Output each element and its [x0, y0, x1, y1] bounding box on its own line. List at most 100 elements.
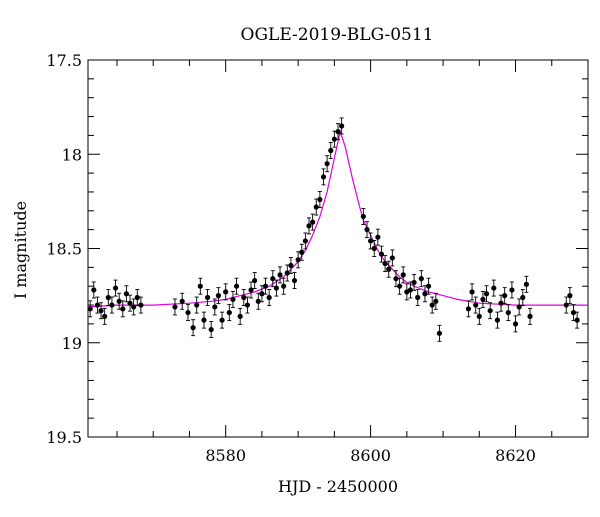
- data-point: [91, 287, 97, 293]
- data-point: [310, 219, 316, 225]
- data-point: [360, 213, 366, 220]
- major-ticks: [88, 59, 588, 438]
- data-point: [407, 287, 414, 293]
- data-point: [201, 317, 207, 323]
- data-point: [226, 309, 232, 316]
- data-point: [306, 223, 312, 229]
- data-point: [371, 245, 377, 252]
- data-point: [299, 249, 305, 255]
- data-point: [433, 298, 439, 304]
- data-point: [208, 326, 214, 333]
- data-point: [109, 302, 115, 308]
- data-point: [270, 276, 276, 282]
- data-point: [480, 296, 486, 302]
- data-point: [320, 174, 327, 180]
- data-point: [396, 283, 403, 289]
- x-axis-label: HJD - 2450000: [278, 477, 398, 496]
- data-point: [502, 293, 508, 299]
- data-point: [512, 321, 519, 327]
- y-tick-label: 18: [62, 145, 82, 164]
- y-tick-label: 19: [62, 334, 82, 353]
- data-point: [223, 289, 229, 295]
- data-point: [102, 313, 108, 319]
- data-point: [262, 283, 269, 289]
- data-point: [516, 304, 522, 310]
- data-point: [393, 276, 399, 282]
- data-point: [317, 196, 323, 203]
- data-point: [324, 161, 330, 167]
- chart-title: OGLE-2019-BLG-0511: [241, 25, 434, 45]
- data-point: [368, 238, 374, 244]
- data-point: [422, 291, 428, 297]
- data-point: [123, 291, 130, 297]
- data-point: [230, 296, 236, 302]
- plot-frame: [87, 59, 589, 438]
- data-point: [120, 306, 126, 312]
- data-point: [465, 306, 472, 312]
- data-point: [483, 291, 490, 297]
- data-point: [436, 330, 443, 336]
- data-point: [476, 313, 482, 319]
- data-point: [288, 262, 294, 269]
- data-point: [418, 276, 424, 282]
- data-point: [389, 255, 395, 261]
- data-point: [281, 283, 287, 289]
- data-point: [411, 279, 417, 286]
- data-point: [277, 272, 283, 278]
- data-point: [98, 308, 104, 314]
- data-point: [259, 291, 265, 297]
- data-point: [105, 294, 111, 301]
- data-point: [364, 227, 370, 233]
- data-point: [273, 285, 280, 291]
- data-point: [425, 283, 432, 289]
- data-point: [473, 302, 479, 308]
- data-point: [284, 270, 290, 276]
- data-point: [94, 302, 101, 308]
- data-point: [127, 300, 133, 306]
- data-point: [498, 300, 504, 306]
- data-point: [570, 309, 577, 316]
- data-point: [219, 317, 225, 323]
- data-point: [335, 129, 341, 135]
- data-point: [197, 283, 203, 289]
- data-point: [179, 298, 185, 304]
- data-layer: [87, 117, 580, 342]
- data-point: [134, 294, 140, 301]
- minor-ticks: [88, 60, 589, 437]
- data-point: [563, 302, 569, 308]
- data-point: [505, 309, 511, 316]
- data-point: [266, 294, 272, 301]
- data-point: [244, 302, 251, 308]
- data-point: [241, 294, 247, 301]
- tick-labels: 17.5 18 18.5 19 19.5 8580 8600 8620: [46, 51, 536, 465]
- model-layer: [87, 129, 588, 308]
- data-point: [138, 302, 144, 308]
- data-point: [295, 257, 301, 263]
- data-point: [520, 294, 526, 301]
- data-point: [469, 289, 475, 295]
- data-point: [252, 277, 258, 284]
- data-point: [378, 251, 385, 257]
- data-point: [487, 308, 493, 314]
- data-point: [375, 234, 381, 240]
- x-tick-label: 8620: [495, 446, 536, 465]
- data-point: [400, 272, 406, 278]
- data-point: [233, 283, 240, 289]
- data-point: [328, 147, 334, 154]
- y-tick-label: 18.5: [46, 240, 82, 259]
- data-point: [302, 238, 308, 244]
- y-tick-label: 17.5: [46, 51, 82, 70]
- data-point: [386, 266, 392, 272]
- data-point: [494, 317, 501, 323]
- data-point: [172, 304, 178, 310]
- data-point: [415, 294, 421, 301]
- data-point: [567, 293, 573, 299]
- data-point: [313, 204, 319, 210]
- data-point: [212, 304, 218, 310]
- data-point: [382, 260, 388, 267]
- x-tick-label: 8600: [350, 446, 391, 465]
- data-point: [248, 287, 254, 293]
- y-tick-label: 19.5: [46, 428, 82, 447]
- data-point: [116, 298, 122, 304]
